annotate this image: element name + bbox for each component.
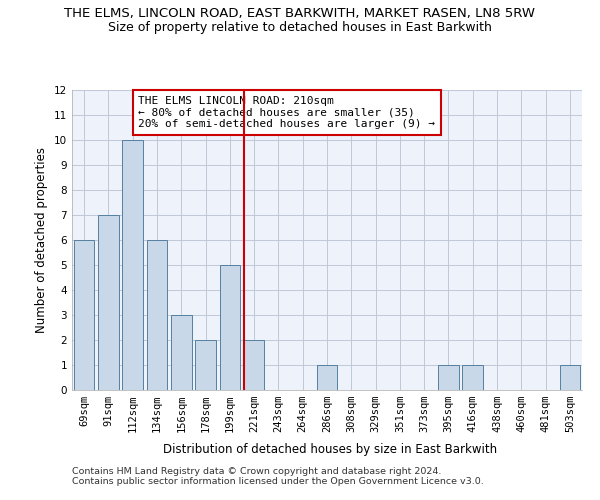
Bar [146, 240, 167, 390]
Bar [98, 215, 119, 390]
Text: THE ELMS, LINCOLN ROAD, EAST BARKWITH, MARKET RASEN, LN8 5RW: THE ELMS, LINCOLN ROAD, EAST BARKWITH, M… [65, 8, 536, 20]
Text: THE ELMS LINCOLN ROAD: 210sqm
← 80% of detached houses are smaller (35)
20% of s: THE ELMS LINCOLN ROAD: 210sqm ← 80% of d… [139, 96, 436, 129]
Bar [220, 265, 240, 390]
Text: Size of property relative to detached houses in East Barkwith: Size of property relative to detached ho… [108, 21, 492, 34]
Bar [560, 365, 580, 390]
Bar [171, 315, 191, 390]
Bar [463, 365, 483, 390]
Bar [317, 365, 337, 390]
Text: Contains HM Land Registry data © Crown copyright and database right 2024.: Contains HM Land Registry data © Crown c… [72, 467, 442, 476]
Text: Distribution of detached houses by size in East Barkwith: Distribution of detached houses by size … [163, 442, 497, 456]
Bar [195, 340, 216, 390]
Bar [244, 340, 265, 390]
Bar [74, 240, 94, 390]
Bar [122, 140, 143, 390]
Y-axis label: Number of detached properties: Number of detached properties [35, 147, 49, 333]
Text: Contains public sector information licensed under the Open Government Licence v3: Contains public sector information licen… [72, 477, 484, 486]
Bar [438, 365, 459, 390]
